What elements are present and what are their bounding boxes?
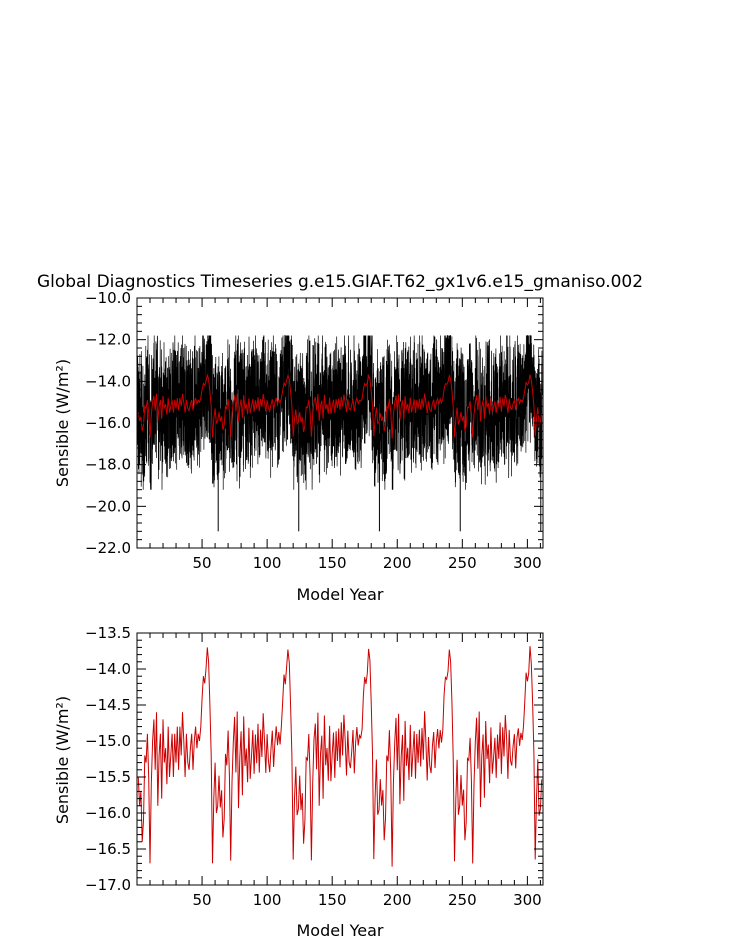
bottom-x-tick-label: 100	[253, 891, 282, 909]
bottom-x-tick-label: 250	[448, 891, 477, 909]
top-x-tick-label: 150	[318, 554, 347, 572]
top-x-axis-label: Model Year	[297, 585, 384, 604]
top-y-tick-label: −20.0	[85, 497, 131, 515]
bottom-x-axis-label: Model Year	[297, 921, 384, 940]
bottom-y-tick-label: −14.0	[85, 660, 131, 678]
top-x-tick-label: 250	[448, 554, 477, 572]
top-y-tick-label: −18.0	[85, 456, 131, 474]
bottom-y-tick-label: −17.0	[85, 876, 131, 894]
bottom-x-tick-label: 300	[513, 891, 542, 909]
bottom-ticks: 50 100 150 200 250 300 −17.0 −16.5 −16.0 −15.5 −15…	[85, 624, 543, 909]
top-y-axis-label: Sensible (W/m²)	[53, 359, 72, 487]
bottom-x-tick-label: 200	[383, 891, 412, 909]
top-x-tick-label: 200	[383, 554, 412, 572]
annual-mean-series-line	[137, 646, 543, 867]
bottom-plot-frame	[136, 632, 544, 886]
bottom-y-tick-label: −13.5	[85, 624, 131, 642]
top-series-group	[137, 335, 543, 532]
bottom-panel: 50 100 150 200 250 300 −17.0 −16.5 −16.0 −15.5 −15…	[53, 624, 544, 940]
top-y-tick-label: −10.0	[85, 289, 131, 307]
top-y-tick-label: −16.0	[85, 414, 131, 432]
top-y-tick-label: −12.0	[85, 331, 131, 349]
top-x-tick-label: 50	[193, 554, 212, 572]
top-y-tick-label: −22.0	[85, 539, 131, 557]
top-ticks: 50 100 150 200 250 300 −22.0 −20.0 −18.0 −16.0 −14…	[85, 289, 543, 572]
top-x-tick-label: 300	[513, 554, 542, 572]
top-y-tick-label: −14.0	[85, 372, 131, 390]
bottom-x-tick-label: 50	[193, 891, 212, 909]
bottom-y-tick-label: −16.5	[85, 840, 131, 858]
bottom-y-tick-label: −15.5	[85, 768, 131, 786]
bottom-x-tick-label: 150	[318, 891, 347, 909]
bottom-series-group	[137, 646, 543, 867]
monthly-series-line	[137, 335, 543, 490]
top-panel: 50 100 150 200 250 300 −22.0 −20.0 −18.0 −16.0 −14…	[53, 289, 544, 604]
annual-mean-series-line	[137, 373, 543, 439]
bottom-y-axis-label: Sensible (W/m²)	[53, 696, 72, 824]
chart-title: Global Diagnostics Timeseries g.e15.GIAF…	[37, 272, 643, 292]
bottom-y-tick-label: −15.0	[85, 732, 131, 750]
top-x-tick-label: 100	[253, 554, 282, 572]
bottom-y-tick-label: −14.5	[85, 696, 131, 714]
bottom-y-tick-label: −16.0	[85, 804, 131, 822]
